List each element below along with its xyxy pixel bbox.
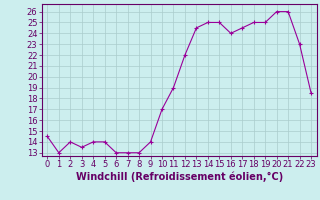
X-axis label: Windchill (Refroidissement éolien,°C): Windchill (Refroidissement éolien,°C) [76,172,283,182]
